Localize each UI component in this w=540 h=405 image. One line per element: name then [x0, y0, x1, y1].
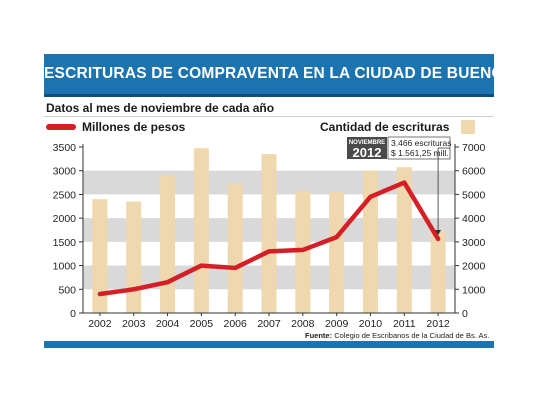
annotation-month: NOVIEMBRE [349, 140, 385, 146]
y-left-tick-label: 2000 [53, 213, 77, 225]
line-point-2012 [436, 237, 440, 241]
line-point-2004 [166, 280, 170, 284]
y-left-tick-label: 2500 [53, 189, 77, 201]
line-point-2011 [402, 181, 406, 185]
y-right-tick-label: 6000 [462, 166, 486, 178]
y-right-tick-label: 4000 [462, 213, 486, 225]
x-tick-label: 2007 [257, 318, 281, 330]
x-tick-label: 2011 [393, 318, 416, 330]
subtitle-divider [44, 116, 494, 117]
bar-2010 [362, 170, 378, 313]
footer-bar [44, 341, 494, 348]
bar-2003 [126, 201, 142, 313]
chart-title: ESCRITURAS DE COMPRAVENTA EN LA CIUDAD D… [44, 65, 540, 82]
bar-2006 [227, 183, 243, 313]
x-tick-label: 2005 [190, 318, 214, 330]
y-left-tick-label: 1000 [53, 261, 77, 273]
line-point-2009 [335, 235, 339, 239]
annotation-year: 2012 [353, 145, 382, 160]
bar-2012 [430, 230, 446, 313]
source-text: Colegio de Escribanos de la Ciudad de Bs… [334, 331, 490, 340]
annotation-millones: $ 1.561,25 mill. [391, 148, 449, 158]
y-left-tick-label: 500 [58, 284, 76, 296]
y-right-tick-label: 7000 [462, 142, 486, 154]
x-tick-label: 2010 [359, 318, 383, 330]
annotation-leader [437, 147, 450, 233]
x-tick-label: 2004 [156, 318, 180, 330]
y-right-tick-label: 1000 [462, 284, 486, 296]
y-right-tick-label: 5000 [462, 189, 486, 201]
y-left-tick-label: 3500 [53, 142, 77, 154]
y-left-tick-label: 3000 [53, 166, 77, 178]
x-tick-label: 2006 [224, 318, 248, 330]
axes: 0 500 1000 1500 2000 2500 3000 3500 0 1000 2000 300… [53, 142, 486, 330]
line-series [97, 180, 441, 297]
legend-line-label: Millones de pesos [82, 120, 186, 134]
y-right-tick-label: 3000 [462, 237, 486, 249]
x-tick-label: 2003 [122, 318, 146, 330]
bar-2002 [92, 199, 108, 313]
annotation-arrow [435, 229, 442, 235]
annotation-date-box [347, 137, 387, 159]
bar-series [92, 148, 446, 313]
source-note: Fuente: Colegio de Escribanos de la Ciud… [305, 331, 489, 340]
annotation-escrituras: 3.466 escrituras [391, 138, 451, 148]
line-point-2005 [199, 264, 203, 268]
line-point-2002 [98, 292, 102, 296]
line-point-2006 [233, 266, 237, 270]
legend-line-swatch [46, 124, 76, 130]
bar-2004 [160, 175, 176, 313]
bar-2005 [193, 148, 209, 313]
y-left-tick-label: 1500 [53, 237, 77, 249]
source-label: Fuente: [305, 331, 333, 340]
x-tick-label: 2012 [426, 318, 450, 330]
legend-bar-label: Cantidad de escrituras [320, 120, 450, 134]
y-left-tick-label: 0 [70, 308, 76, 320]
x-tick-label: 2009 [325, 318, 349, 330]
chart-subtitle: Datos al mes de noviembre de cada año [46, 101, 275, 115]
bar-2007 [261, 154, 277, 313]
line-point-2008 [301, 248, 305, 252]
legend-bar-swatch [461, 120, 475, 134]
line-point-2007 [267, 249, 271, 253]
y-right-tick-label: 2000 [462, 261, 486, 273]
x-tick-label: 2008 [291, 318, 315, 330]
title-bar: ESCRITURAS DE COMPRAVENTA EN LA CIUDAD D… [44, 54, 540, 97]
bar-2009 [329, 192, 345, 313]
y-right-tick-label: 0 [462, 308, 468, 320]
bar-2011 [396, 167, 412, 313]
line-point-2010 [368, 195, 372, 199]
line-point-2003 [132, 287, 136, 291]
x-tick-label: 2002 [88, 318, 112, 330]
